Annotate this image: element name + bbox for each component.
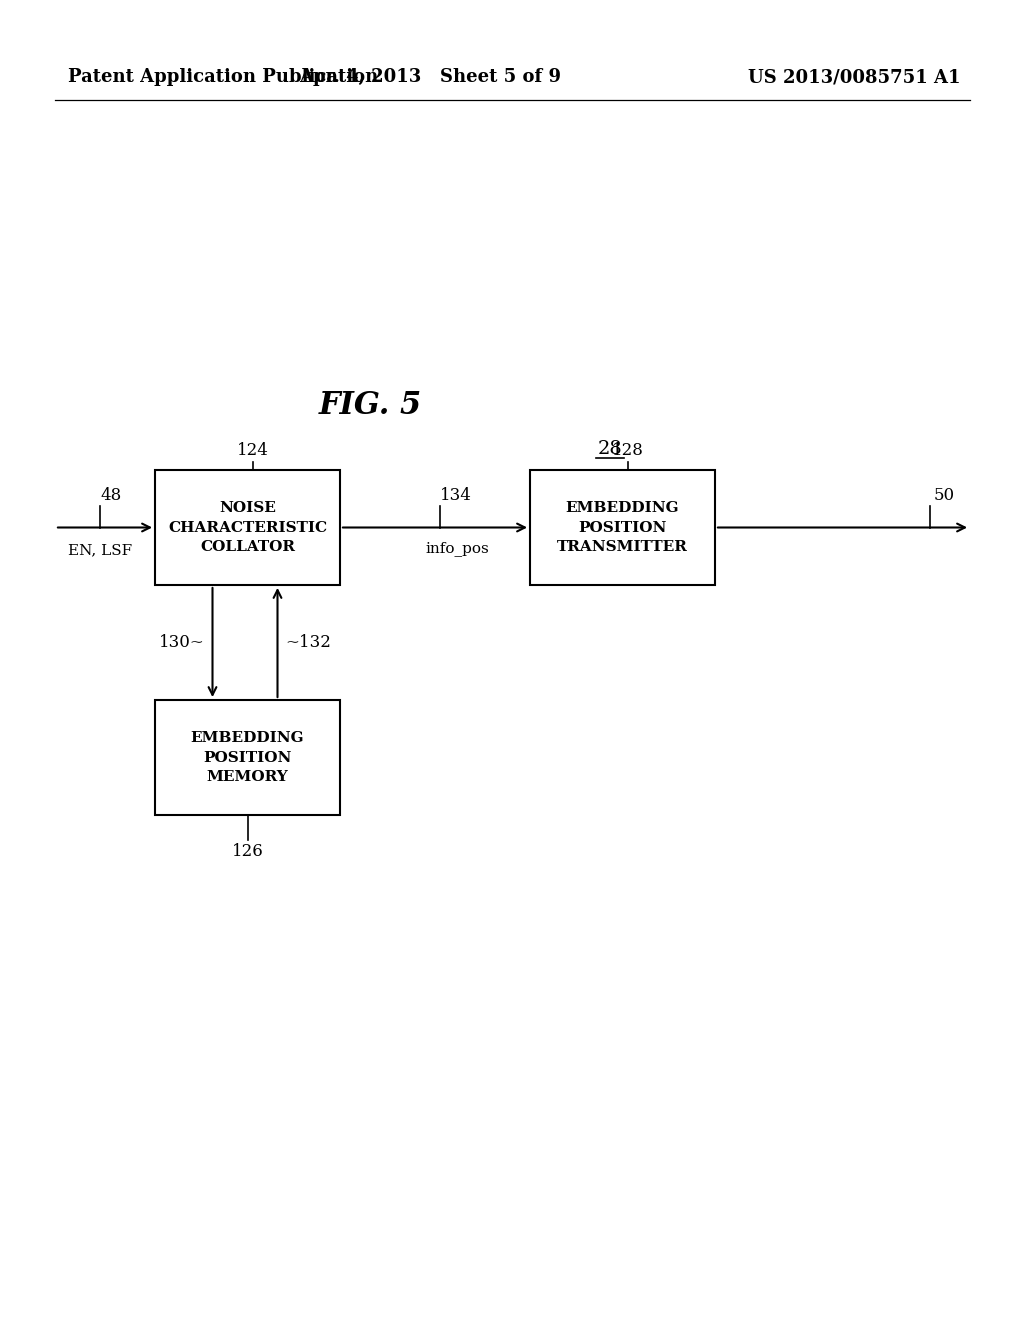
Text: 50: 50: [934, 487, 955, 503]
Text: EMBEDDING
POSITION
MEMORY: EMBEDDING POSITION MEMORY: [190, 731, 304, 784]
Text: 126: 126: [231, 843, 263, 861]
Text: info_pos: info_pos: [425, 541, 488, 556]
Bar: [530, 470, 715, 585]
Text: 48: 48: [100, 487, 121, 503]
Text: EMBEDDING
POSITION
TRANSMITTER: EMBEDDING POSITION TRANSMITTER: [557, 502, 688, 554]
Bar: [155, 700, 340, 814]
Text: ~132: ~132: [286, 634, 332, 651]
Text: Apr. 4, 2013   Sheet 5 of 9: Apr. 4, 2013 Sheet 5 of 9: [299, 69, 561, 86]
Text: 28: 28: [598, 440, 623, 458]
Text: 130~: 130~: [159, 634, 205, 651]
Text: 128: 128: [611, 442, 643, 459]
Text: 124: 124: [237, 442, 268, 459]
Bar: [155, 470, 340, 585]
Text: FIG. 5: FIG. 5: [318, 389, 422, 421]
Text: EN, LSF: EN, LSF: [68, 544, 132, 557]
Text: US 2013/0085751 A1: US 2013/0085751 A1: [748, 69, 961, 86]
Text: 134: 134: [440, 487, 472, 503]
Text: Patent Application Publication: Patent Application Publication: [68, 69, 378, 86]
Text: NOISE
CHARACTERISTIC
COLLATOR: NOISE CHARACTERISTIC COLLATOR: [168, 502, 327, 554]
